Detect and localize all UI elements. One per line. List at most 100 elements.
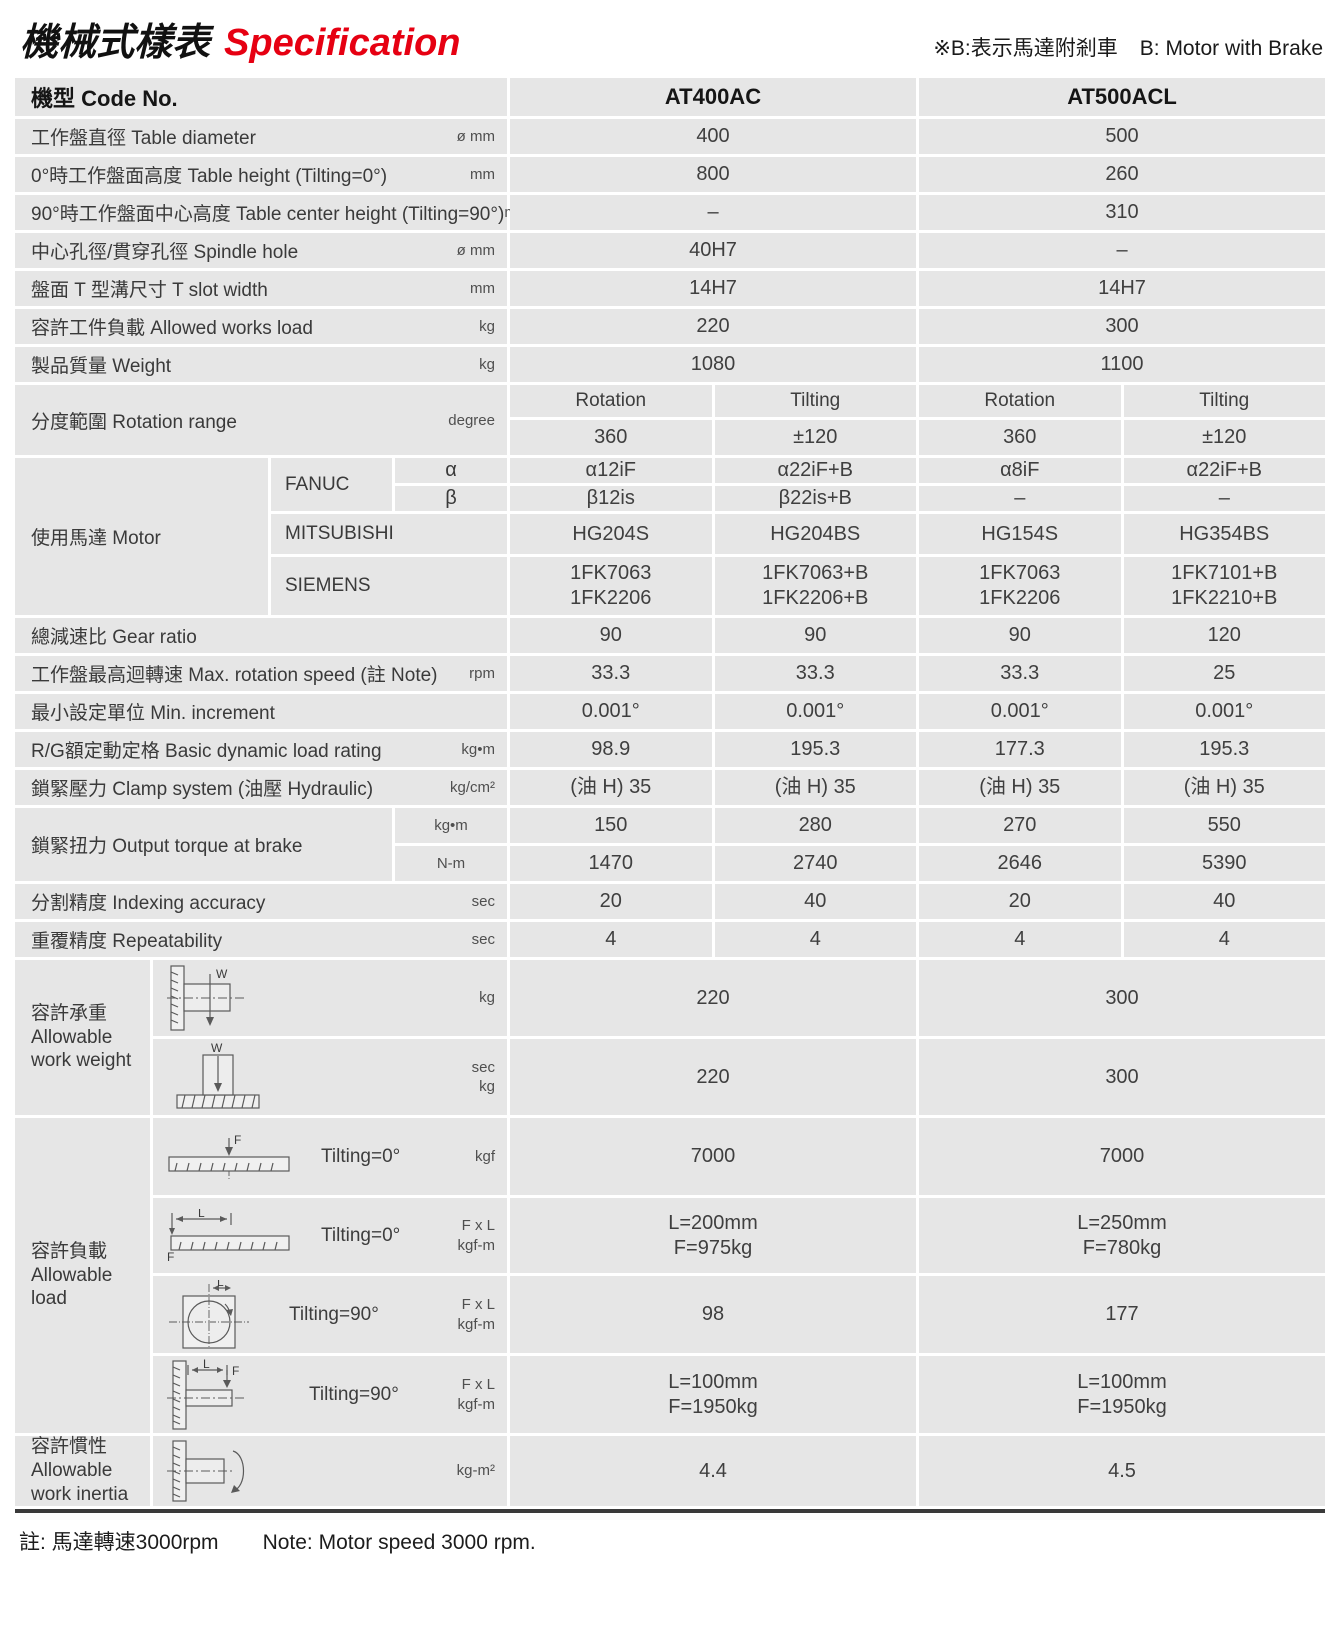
cell-value: β12is [510, 486, 712, 511]
cell-value-line: 1FK7063+B [762, 562, 869, 584]
cell-value-line: F=975kg [673, 1236, 753, 1259]
row-label: R/G額定動定格 Basic dynamic load rating [31, 741, 382, 762]
row-unit: kg [479, 1078, 495, 1095]
row-label: 中心孔徑/貫穿孔徑 Spindle hole [31, 242, 299, 263]
table-row: 工作盤最高迴轉速 Max. rotation speed (註 Note) rpm [15, 656, 507, 691]
page-title-en: Specification [224, 22, 461, 64]
row-unit: F x L [461, 1217, 495, 1234]
cell-value: 0.001° [510, 694, 712, 729]
row-label-zh: 容許慣性 [31, 1436, 108, 1458]
row-label-en: work inertia [31, 1483, 129, 1505]
code-no-label: 機型 Code No. [31, 86, 178, 111]
cell-value: 220 [510, 309, 916, 344]
cell-value: 260 [919, 157, 1325, 192]
cell-value: 1FK7063 1FK2206 [510, 557, 712, 615]
table-row: 容許工件負載 Allowed works load kg [15, 309, 507, 344]
cell-value-line: 7000 [1099, 1145, 1145, 1167]
cell-value-line: 7000 [690, 1145, 736, 1167]
cell-value: – [510, 195, 916, 230]
inertia-section: 容許慣性 Allowable work inertia kg-m² 4.4 4.… [15, 1436, 1325, 1506]
row-unit-block: kg-m² [457, 1461, 495, 1481]
row-unit-block: kg [479, 988, 495, 1008]
torque-label-cell: 鎖緊扭力 Output torque at brake [15, 808, 392, 881]
row-unit: kgf-m [457, 1315, 496, 1333]
cell-value: (油 H) 35 [510, 770, 712, 805]
cell-value-line: F=780kg [1082, 1236, 1162, 1259]
cell-value: 2740 [714, 846, 916, 881]
f-label: F [167, 1250, 174, 1263]
mid-rows: 總減速比 Gear ratio 90 90 90 120 工作盤最高迴轉速 Ma… [15, 618, 1325, 805]
row-unit: degree [448, 411, 495, 429]
rotation-subheader: Rotation [919, 385, 1121, 417]
cell-value: 310 [919, 195, 1325, 230]
tilting-subheader: Tilting [1123, 385, 1325, 417]
cell-value: α22iF+B [1123, 458, 1325, 483]
cell-value: 1FK7063+B 1FK2206+B [714, 557, 916, 615]
cell-value: 300 [919, 960, 1325, 1036]
cell-value: 5390 [1123, 846, 1325, 881]
cell-value: 33.3 [510, 656, 712, 691]
rotation-range-row: 分度範圍 Rotation range degree [15, 385, 507, 455]
fanuc-cell: FANUC [271, 458, 392, 511]
cell-value: 40 [714, 884, 916, 919]
f-label: F [232, 1364, 239, 1378]
cell-value: 280 [714, 808, 916, 843]
cell-value: ±120 [714, 420, 916, 455]
table-row: 最小設定單位 Min. increment [15, 694, 507, 729]
row-unit-block: F x L kgf-m [458, 1216, 496, 1255]
cell-value: α22iF+B [714, 458, 916, 483]
cell-value-line: L=200mm [668, 1211, 758, 1234]
inertia-label-cell: 容許慣性 Allowable work inertia [15, 1436, 150, 1506]
cell-value: 4.4 [510, 1436, 916, 1506]
cell-value: 177.3 [919, 732, 1121, 767]
alpha-cell: α [395, 458, 507, 483]
cell-value: 33.3 [919, 656, 1121, 691]
f-label: F [234, 1133, 241, 1147]
cell-value: L=100mm F=1950kg [510, 1356, 916, 1433]
cell-value: L=250mm F=780kg [919, 1198, 1325, 1273]
row-label-en: load [31, 1288, 67, 1310]
brake-note-zh: ※B:表示馬達附剎車 [933, 37, 1118, 60]
cell-value-line: 98 [701, 1303, 725, 1325]
load-row: F Tilting=0° kgf [153, 1118, 507, 1195]
torque-section: 鎖緊扭力 Output torque at brake kg•m 150 280… [15, 808, 1325, 881]
cell-value: 20 [919, 884, 1121, 919]
row-unit: sec [471, 893, 495, 910]
row-label: 鎖緊扭力 Output torque at brake [31, 836, 303, 857]
row-unit: mm [470, 280, 495, 297]
cell-value: α12iF [510, 458, 712, 483]
cell-value-line: 1FK2206 [570, 587, 652, 609]
row-unit: kg [479, 989, 495, 1007]
cell-value: 4 [919, 922, 1121, 957]
cell-value: 98.9 [510, 732, 712, 767]
cell-value-line: F=1950kg [668, 1395, 758, 1418]
tilting-subheader: Tilting [714, 385, 916, 417]
row-unit-block: kgf [475, 1147, 495, 1167]
table-horizontal-weight-diagram-icon: W [176, 1043, 260, 1109]
code-no-cell: 機型 Code No. [15, 78, 507, 116]
l-label: L [203, 1359, 210, 1371]
cell-value: 2646 [919, 846, 1121, 881]
cell-value: 1080 [510, 347, 916, 382]
title-bar: 機械式樣表 Specification ※B:表示馬達附剎車 B: Motor wi… [20, 14, 1323, 66]
table-bottom-rule [15, 1509, 1325, 1513]
row-unit: kg•m [434, 817, 468, 834]
page-title: 機械式樣表 Specification [20, 11, 461, 66]
cell-value-line: F=1950kg [1077, 1395, 1167, 1418]
cell-value: 400 [510, 119, 916, 154]
row-label: 盤面 T 型溝尺寸 T slot width [31, 280, 268, 301]
brake-note: ※B:表示馬達附剎車 B: Motor with Brake [933, 32, 1323, 66]
row-label: 總減速比 Gear ratio [31, 627, 197, 648]
table-row: 重覆精度 Repeatability sec [15, 922, 507, 957]
row-label: 製品質量 Weight [31, 356, 172, 377]
cell-value: 40 [1123, 884, 1325, 919]
w-label: W [211, 1043, 223, 1055]
cell-value: 300 [919, 1039, 1325, 1115]
row-unit: kg-m² [456, 1462, 495, 1480]
row-label: 工作盤直徑 Table diameter [31, 128, 256, 149]
cell-value: 220 [510, 960, 916, 1036]
cell-value: 7000 [919, 1118, 1325, 1195]
row-label-en: Allowable [31, 1460, 113, 1482]
cell-value-line: 1FK7063 [570, 562, 652, 584]
cell-value: – [919, 486, 1121, 511]
